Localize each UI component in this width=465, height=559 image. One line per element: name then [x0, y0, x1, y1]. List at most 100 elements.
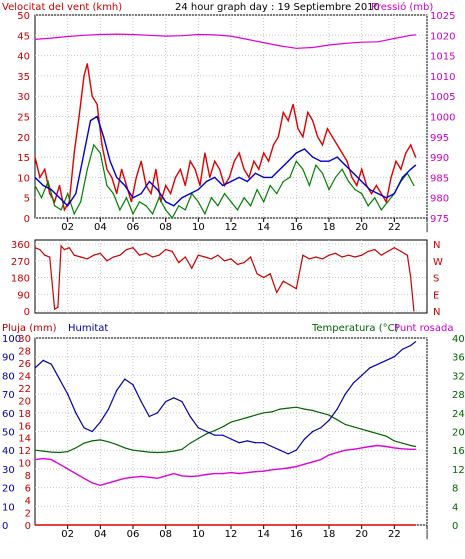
dewpoint-line-point — [246, 472, 248, 474]
direction-line-point — [204, 256, 206, 258]
dewpoint-line-point — [254, 471, 257, 473]
humidity-line-point — [189, 415, 191, 418]
wind-gust-line-point — [405, 152, 407, 154]
wind-title: Velocitat del vent (kmh) — [2, 2, 122, 13]
direction-line-point — [230, 258, 232, 260]
temperature-y-tick-label: 28 — [452, 390, 465, 401]
wind-gust-line-point — [277, 136, 279, 138]
wind-series — [34, 33, 417, 220]
pressure-y-tick-label: 1025 — [430, 11, 455, 22]
wind-avg-green-line-point — [106, 184, 108, 187]
wind-y-tick-label: 50 — [17, 11, 30, 22]
rain-y-tick-label: 22 — [18, 384, 31, 395]
temperature-line-point — [132, 449, 134, 451]
pressure-line-point — [415, 34, 417, 36]
wind-x-tick-label: 22 — [388, 222, 401, 233]
temperature-line-point — [369, 430, 371, 433]
temperature-line-point — [238, 419, 240, 421]
wind-avg-green-line-point — [276, 193, 278, 195]
wind-avg-green-line-point — [47, 180, 49, 183]
wind-x-tick-label: 16 — [290, 222, 303, 233]
dewpoint-line-point — [377, 444, 379, 447]
wind-avg-blue-line-point — [295, 152, 297, 154]
direction-line-point — [334, 252, 337, 254]
wind-gust-line-point — [356, 184, 358, 187]
humidity-y-tick-label: 90 — [2, 353, 15, 364]
wind-x-tick-label: 20 — [355, 222, 368, 233]
temperature-line-point — [344, 423, 346, 426]
humidity-line-point — [369, 367, 371, 369]
wind-avg-green-line-point — [374, 197, 376, 199]
wind-gust-line-point — [395, 160, 397, 162]
humidity-x-tick-label: 08 — [159, 529, 172, 540]
temperature-y-tick-label: 4 — [452, 502, 458, 513]
pressure-line-point — [361, 41, 363, 43]
wind-avg-green-line-point — [54, 205, 56, 207]
wind-avg-blue-line-point — [50, 189, 52, 191]
pressure-y-tick-label: 1020 — [430, 31, 455, 42]
humidity-line-point — [279, 449, 281, 451]
direction-line-point — [158, 254, 160, 256]
temperature-line-point — [165, 451, 167, 453]
wind-gust-line-point — [253, 160, 255, 162]
direction-line-point — [197, 254, 199, 256]
temperature-line-point — [401, 442, 404, 444]
wind-gust-line-point — [170, 193, 172, 195]
temperature-line-point — [140, 450, 142, 452]
pressure-line-point — [344, 42, 346, 45]
wind-x-tick-label: 14 — [257, 222, 270, 233]
wind-gust-line-point — [44, 168, 46, 170]
direction-line-point — [106, 260, 108, 262]
temperature-line-point — [42, 450, 44, 452]
humidity-line-point — [214, 434, 216, 436]
humidity-y-tick-label: 10 — [2, 502, 15, 513]
wind-avg-green-line-point — [73, 213, 75, 215]
wind-gust-line-point — [91, 95, 93, 97]
dewpoint-line-point — [320, 459, 322, 461]
temperature-y-tick-label: 40 — [452, 334, 465, 345]
wind-y-tick-label: 15 — [17, 153, 30, 164]
dewpoint-line-point — [75, 473, 77, 475]
wind-avg-green-line-point — [348, 180, 350, 183]
humidity-line-point — [132, 384, 134, 386]
wind-avg-green-line-point — [145, 205, 147, 207]
wind-gust-line-point — [63, 209, 65, 211]
humidity-left-axis: 0102030405060708090100024681012141618202… — [2, 334, 31, 532]
wind-gust-line-point — [49, 193, 51, 195]
pressure-line-point — [83, 34, 85, 36]
pressure-line-point — [50, 37, 52, 39]
temperature-line-point — [415, 445, 417, 448]
wind-avg-green-line-point — [223, 193, 226, 195]
pressure-line-point — [34, 38, 36, 41]
wind-avg-green-line-point — [171, 217, 173, 219]
dewpoint-line-point — [189, 475, 191, 477]
wind-avg-green-line-point — [125, 197, 128, 199]
wind-x-tick-label: 02 — [61, 222, 74, 233]
wind-y-tick-label: 25 — [17, 113, 30, 124]
humidity-line-point — [336, 408, 338, 410]
dewpoint-line-point — [385, 445, 387, 448]
temperature-line-point — [205, 433, 208, 435]
wind-avg-blue-line-point — [67, 205, 69, 207]
temperature-line-point — [156, 451, 159, 454]
wind-avg-green-line-point — [354, 189, 356, 191]
humidity-line — [34, 341, 416, 455]
wind-gust-line-point — [317, 136, 319, 138]
wind-avg-green-line-point — [334, 176, 337, 178]
wind-avg-blue-line-point — [109, 160, 111, 162]
wind-gust-line-point — [238, 152, 240, 154]
direction-line-point — [387, 250, 389, 252]
wind-gust-line-point — [248, 176, 250, 178]
wind-avg-blue-line-point — [181, 197, 183, 199]
wind-avg-green-line-point — [413, 184, 415, 187]
wind-avg-blue-line-point — [42, 184, 44, 187]
temperature-y-tick-label: 24 — [452, 409, 465, 420]
temperature-line-point — [58, 451, 61, 454]
direction-line-point — [63, 249, 65, 251]
direction-line-point — [34, 247, 36, 249]
rain-y-tick-label: 20 — [18, 396, 31, 407]
pressure-line-point — [214, 34, 216, 36]
dewpoint-line-point — [165, 475, 167, 477]
humidity-line-point — [230, 438, 232, 440]
direction-line-point — [393, 247, 395, 249]
